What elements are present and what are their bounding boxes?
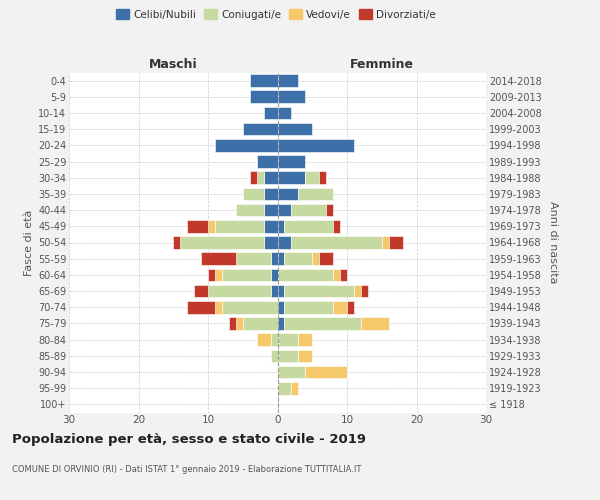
Bar <box>354 285 361 298</box>
Bar <box>187 220 208 232</box>
Bar <box>250 74 277 87</box>
Bar <box>263 188 277 200</box>
Bar <box>284 317 361 330</box>
Bar <box>292 204 326 216</box>
Bar <box>263 236 277 249</box>
Bar <box>243 188 263 200</box>
Bar <box>326 204 333 216</box>
Bar <box>277 123 312 136</box>
Bar <box>208 220 215 232</box>
Bar <box>263 106 277 120</box>
Bar <box>277 220 284 232</box>
Bar <box>277 204 292 216</box>
Bar <box>389 236 403 249</box>
Bar <box>277 382 292 394</box>
Bar <box>319 252 333 265</box>
Bar <box>277 236 292 249</box>
Bar <box>263 172 277 184</box>
Bar <box>284 220 333 232</box>
Bar <box>277 188 298 200</box>
Y-axis label: Anni di nascita: Anni di nascita <box>548 201 558 283</box>
Text: Popolazione per età, sesso e stato civile - 2019: Popolazione per età, sesso e stato civil… <box>12 432 366 446</box>
Bar <box>243 123 277 136</box>
Bar <box>277 366 305 378</box>
Bar <box>305 172 319 184</box>
Bar <box>277 155 305 168</box>
Bar <box>284 285 354 298</box>
Bar <box>277 106 292 120</box>
Bar <box>257 155 277 168</box>
Bar <box>236 317 243 330</box>
Bar <box>263 220 277 232</box>
Bar <box>215 139 277 151</box>
Bar <box>277 317 284 330</box>
Text: Maschi: Maschi <box>149 58 197 71</box>
Bar <box>263 204 277 216</box>
Bar <box>201 252 236 265</box>
Bar <box>271 334 277 346</box>
Bar <box>250 90 277 103</box>
Bar <box>277 334 298 346</box>
Bar <box>277 350 298 362</box>
Bar <box>284 252 312 265</box>
Bar <box>277 301 284 314</box>
Bar <box>257 334 271 346</box>
Bar <box>319 172 326 184</box>
Bar <box>340 268 347 281</box>
Bar <box>292 382 298 394</box>
Bar <box>347 301 354 314</box>
Bar <box>312 252 319 265</box>
Bar <box>222 268 271 281</box>
Legend: Celibi/Nubili, Coniugati/e, Vedovi/e, Divorziati/e: Celibi/Nubili, Coniugati/e, Vedovi/e, Di… <box>112 5 440 24</box>
Bar <box>361 317 389 330</box>
Bar <box>382 236 389 249</box>
Bar <box>229 317 236 330</box>
Bar <box>257 172 263 184</box>
Bar <box>271 350 277 362</box>
Bar <box>187 301 215 314</box>
Bar <box>277 172 305 184</box>
Bar <box>173 236 180 249</box>
Bar <box>333 301 347 314</box>
Bar <box>250 172 257 184</box>
Y-axis label: Fasce di età: Fasce di età <box>23 210 34 276</box>
Bar <box>215 301 222 314</box>
Bar <box>208 285 271 298</box>
Bar <box>277 139 354 151</box>
Bar <box>180 236 263 249</box>
Bar <box>271 285 277 298</box>
Bar <box>333 220 340 232</box>
Bar <box>292 236 382 249</box>
Text: COMUNE DI ORVINIO (RI) - Dati ISTAT 1° gennaio 2019 - Elaborazione TUTTITALIA.IT: COMUNE DI ORVINIO (RI) - Dati ISTAT 1° g… <box>12 465 361 474</box>
Bar <box>333 268 340 281</box>
Bar <box>271 268 277 281</box>
Bar <box>215 220 263 232</box>
Bar <box>277 268 333 281</box>
Bar <box>236 204 263 216</box>
Bar <box>305 366 347 378</box>
Bar <box>277 252 284 265</box>
Bar <box>298 350 312 362</box>
Bar <box>243 317 277 330</box>
Bar <box>298 188 333 200</box>
Bar <box>277 74 298 87</box>
Bar <box>284 301 333 314</box>
Bar <box>271 252 277 265</box>
Bar <box>215 268 222 281</box>
Bar <box>222 301 277 314</box>
Bar <box>361 285 368 298</box>
Bar <box>236 252 271 265</box>
Bar <box>277 90 305 103</box>
Bar <box>277 285 284 298</box>
Bar <box>298 334 312 346</box>
Text: Femmine: Femmine <box>350 58 414 71</box>
Bar <box>194 285 208 298</box>
Bar <box>208 268 215 281</box>
